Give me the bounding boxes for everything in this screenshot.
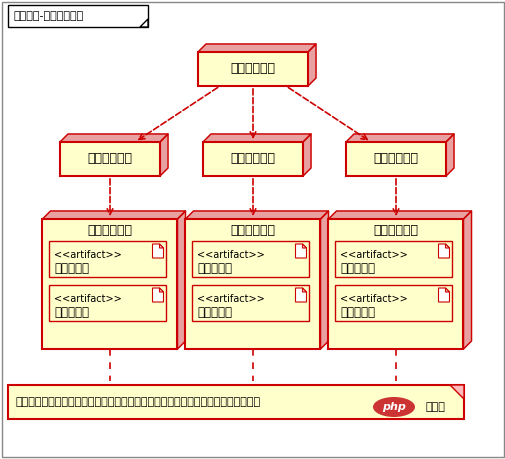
Polygon shape bbox=[159, 244, 163, 248]
Text: 支付接口系统: 支付接口系统 bbox=[373, 224, 418, 237]
Text: <<artifact>>: <<artifact>> bbox=[55, 294, 122, 304]
Text: <<artifact>>: <<artifact>> bbox=[55, 250, 122, 260]
Polygon shape bbox=[197, 44, 316, 52]
Bar bbox=[203, 142, 302, 176]
Text: php: php bbox=[381, 402, 405, 412]
Bar bbox=[192, 285, 309, 321]
Polygon shape bbox=[444, 288, 448, 292]
Polygon shape bbox=[295, 244, 306, 258]
Ellipse shape bbox=[372, 397, 414, 417]
Text: 产品子系统: 产品子系统 bbox=[55, 263, 89, 275]
Text: <<artifact>>: <<artifact>> bbox=[340, 250, 408, 260]
Polygon shape bbox=[295, 288, 306, 302]
Bar bbox=[60, 142, 160, 176]
Bar bbox=[49, 241, 166, 277]
Bar bbox=[49, 285, 166, 321]
Text: <<artifact>>: <<artifact>> bbox=[340, 294, 408, 304]
Text: 购物子系统: 购物子系统 bbox=[197, 263, 232, 275]
Bar bbox=[335, 285, 451, 321]
Polygon shape bbox=[444, 244, 448, 248]
Text: 客户端浏览器: 客户端浏览器 bbox=[230, 62, 275, 75]
Bar bbox=[345, 142, 445, 176]
Text: 购物客服系统: 购物客服系统 bbox=[230, 224, 275, 237]
Text: 核心非核心系统组合部署，在大流量时，可以关闭非核心子系统，实现自动优雅降级: 核心非核心系统组合部署，在大流量时，可以关闭非核心子系统，实现自动优雅降级 bbox=[16, 397, 261, 407]
Polygon shape bbox=[320, 211, 328, 349]
Bar bbox=[192, 241, 309, 277]
Polygon shape bbox=[159, 288, 163, 292]
Bar bbox=[197, 52, 308, 86]
Text: 产品评论系统: 产品评论系统 bbox=[87, 224, 132, 237]
Polygon shape bbox=[302, 244, 306, 248]
Text: 支付负载均衡: 支付负载均衡 bbox=[373, 152, 418, 166]
Bar bbox=[335, 241, 451, 277]
Text: 中文网: 中文网 bbox=[425, 402, 445, 412]
Text: 产品负载均衡: 产品负载均衡 bbox=[87, 152, 132, 166]
Polygon shape bbox=[203, 134, 311, 142]
Polygon shape bbox=[152, 244, 163, 258]
Bar bbox=[8, 385, 463, 419]
Polygon shape bbox=[438, 244, 448, 258]
Polygon shape bbox=[449, 385, 463, 399]
Text: <<artifact>>: <<artifact>> bbox=[197, 250, 265, 260]
Polygon shape bbox=[160, 134, 168, 176]
Polygon shape bbox=[445, 134, 453, 176]
Text: 支付子系统: 支付子系统 bbox=[340, 263, 375, 275]
Polygon shape bbox=[302, 134, 311, 176]
Polygon shape bbox=[185, 211, 328, 219]
Text: 客服子系统: 客服子系统 bbox=[197, 307, 232, 319]
Polygon shape bbox=[328, 211, 471, 219]
Bar bbox=[8, 5, 147, 27]
Polygon shape bbox=[60, 134, 168, 142]
Text: 电商案例-应用集群部署: 电商案例-应用集群部署 bbox=[14, 11, 84, 21]
Polygon shape bbox=[463, 211, 471, 349]
Polygon shape bbox=[42, 211, 185, 219]
Text: <<artifact>>: <<artifact>> bbox=[197, 294, 265, 304]
Text: 接口子系统: 接口子系统 bbox=[340, 307, 375, 319]
Bar bbox=[185, 219, 320, 349]
Bar bbox=[328, 219, 463, 349]
Text: 购物负载均衡: 购物负载均衡 bbox=[230, 152, 275, 166]
Polygon shape bbox=[438, 288, 448, 302]
Polygon shape bbox=[345, 134, 453, 142]
Polygon shape bbox=[152, 288, 163, 302]
Polygon shape bbox=[302, 288, 306, 292]
Bar bbox=[42, 219, 177, 349]
Text: 评论子系统: 评论子系统 bbox=[55, 307, 89, 319]
Polygon shape bbox=[177, 211, 185, 349]
Polygon shape bbox=[140, 19, 147, 27]
Polygon shape bbox=[308, 44, 316, 86]
